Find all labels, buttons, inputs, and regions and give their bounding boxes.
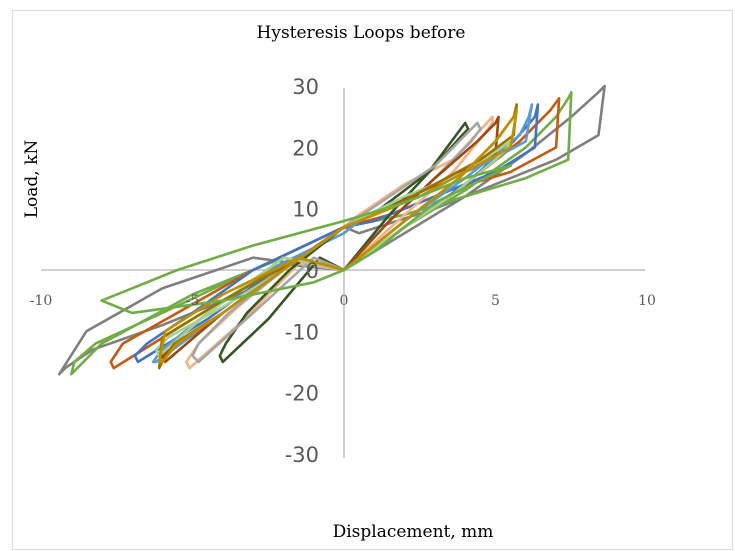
x-tick-label: 10 <box>638 293 656 309</box>
x-tick-label: 0 <box>340 293 349 309</box>
chart-frame: Hysteresis Loops before 30 20 10 0 -10 -20 -30… <box>12 10 733 550</box>
series-line-12 <box>157 109 518 364</box>
x-tick-label: -5 <box>186 293 200 309</box>
series-line-13 <box>100 164 512 315</box>
chart-title: Hysteresis Loops before <box>257 23 466 43</box>
y-tick-labels: 30 20 10 0 -10 -20 -30 <box>285 75 319 467</box>
x-tick-label: 5 <box>491 293 500 309</box>
y-tick-label: -30 <box>285 443 319 467</box>
y-tick-label: 0 <box>306 259 319 283</box>
y-tick-label: -20 <box>285 382 319 406</box>
x-tick-labels: -10 -5 0 5 10 <box>30 293 656 309</box>
series-group <box>57 84 606 376</box>
y-tick-label: 30 <box>292 75 319 99</box>
y-axis-title: Load, kN <box>22 140 42 219</box>
y-tick-label: 20 <box>292 136 319 160</box>
x-tick-label: -10 <box>30 293 53 309</box>
x-axis-title: Displacement, mm <box>333 522 494 542</box>
y-tick-label: 10 <box>292 198 319 222</box>
hysteresis-chart: Hysteresis Loops before 30 20 10 0 -10 -20 -30… <box>22 23 656 542</box>
y-tick-label: -10 <box>285 320 319 344</box>
